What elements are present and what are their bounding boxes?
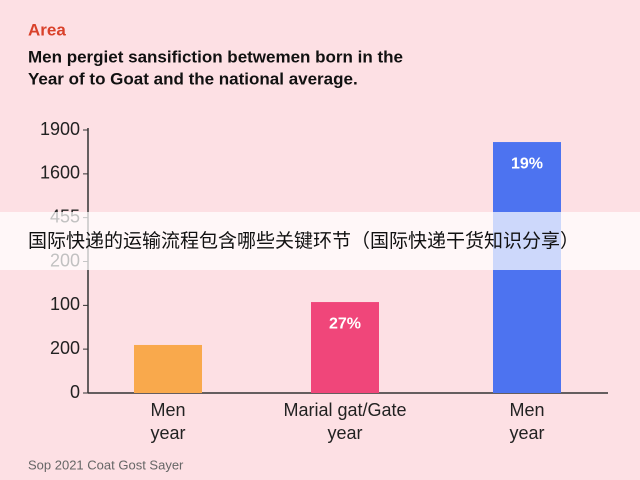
x-tick-label: Men — [150, 400, 185, 420]
x-tick-label: year — [327, 423, 362, 443]
x-tick-label: Marial gat/Gate — [283, 400, 406, 420]
footer: Sop 2021 Coat Gost Sayer — [28, 457, 184, 472]
overlay-text: 国际快递的运输流程包含哪些关键环节（国际快递干货知识分享） — [28, 230, 579, 252]
bar — [134, 344, 202, 393]
chart-header: Area — [28, 20, 66, 39]
bar-annotation: 19% — [511, 155, 543, 172]
y-tick-label: 100 — [50, 294, 80, 314]
chart-title: Men pergiet sansifiction betwemen born i… — [28, 47, 403, 66]
x-tick-label: year — [509, 423, 544, 443]
y-tick-label: 1900 — [40, 119, 80, 139]
y-tick-label: 0 — [70, 382, 80, 402]
overlay-banner — [0, 212, 640, 270]
bar-annotation: 27% — [329, 315, 361, 332]
x-tick-label: Men — [509, 400, 544, 420]
y-tick-label: 1600 — [40, 163, 80, 183]
x-tick-label: year — [150, 423, 185, 443]
bar — [311, 302, 379, 393]
y-tick-label: 200 — [50, 338, 80, 358]
chart-title: Year of to Goat and the national average… — [28, 69, 358, 88]
